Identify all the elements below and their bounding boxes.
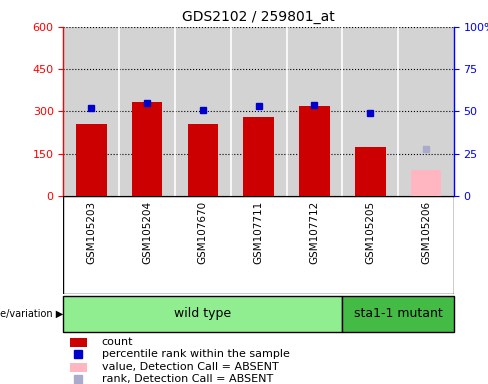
Text: GSM107670: GSM107670 (198, 201, 208, 264)
Text: GSM105206: GSM105206 (421, 201, 431, 264)
Text: sta1-1 mutant: sta1-1 mutant (354, 308, 443, 320)
Bar (342, 296, 454, 332)
Bar (70, 338, 87, 346)
Text: rank, Detection Call = ABSENT: rank, Detection Call = ABSENT (102, 374, 273, 384)
Bar (410, 170, 441, 196)
Text: GSM105205: GSM105205 (365, 201, 375, 264)
Bar (355, 147, 386, 196)
Bar (70, 362, 87, 372)
Bar (132, 101, 163, 196)
Bar (299, 106, 330, 196)
Text: value, Detection Call = ABSENT: value, Detection Call = ABSENT (102, 361, 278, 372)
Bar (244, 117, 274, 196)
Text: GSM107712: GSM107712 (309, 201, 320, 264)
Bar (63, 296, 342, 332)
Text: GSM107711: GSM107711 (254, 201, 264, 264)
Text: wild type: wild type (174, 308, 231, 320)
Bar (187, 124, 218, 196)
Bar (76, 124, 107, 196)
Text: percentile rank within the sample: percentile rank within the sample (102, 349, 289, 359)
Text: genotype/variation ▶: genotype/variation ▶ (0, 309, 63, 319)
Title: GDS2102 / 259801_at: GDS2102 / 259801_at (182, 10, 335, 25)
Text: GSM105203: GSM105203 (86, 201, 96, 264)
Text: GSM105204: GSM105204 (142, 201, 152, 264)
Text: count: count (102, 336, 133, 347)
